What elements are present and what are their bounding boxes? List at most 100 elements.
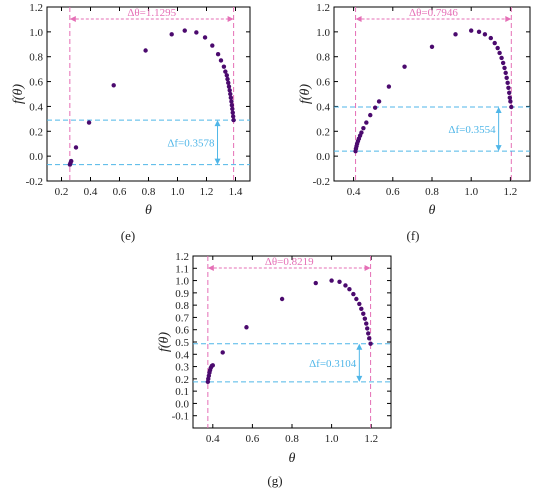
panel-g: 0.4 0.6 0.8 1.0 1.2-0.10.00.10.20.30.40.50.6… xyxy=(157,251,392,488)
y-tick-label: 0.6 xyxy=(175,325,189,337)
delta-theta-arrowhead-right xyxy=(364,265,371,271)
x-tick-label: 1.0 xyxy=(325,433,339,445)
data-point xyxy=(230,114,236,119)
y-tick-label: 0.2 xyxy=(316,126,330,138)
data-point xyxy=(402,64,407,69)
data-point xyxy=(508,99,513,104)
data-point xyxy=(229,99,234,104)
data-point xyxy=(313,280,318,286)
y-tick-label: 0.4 xyxy=(29,101,43,113)
x-tick-label: 0.4 xyxy=(84,186,98,198)
plot-frame xyxy=(46,6,251,182)
y-tick-label: -0.2 xyxy=(313,176,330,188)
data-point xyxy=(215,52,221,57)
y-tick-label: 0.5 xyxy=(175,337,189,349)
y-tick-label: 0.0 xyxy=(175,398,189,410)
data-point xyxy=(364,120,369,125)
y-tick-label: 0.2 xyxy=(29,126,43,138)
x-axis-title: θ xyxy=(429,203,436,218)
delta-theta-label: Δθ=0.7946 xyxy=(409,7,458,19)
data-point xyxy=(367,336,372,341)
data-point xyxy=(453,32,458,37)
data-point xyxy=(364,321,369,326)
data-point xyxy=(225,76,230,82)
x-tick-label: 0.6 xyxy=(113,186,127,198)
data-point xyxy=(359,306,364,312)
data-point xyxy=(229,102,235,108)
data-point xyxy=(194,30,199,35)
data-point xyxy=(372,105,378,110)
plot-frame xyxy=(333,6,531,182)
data-point xyxy=(221,64,227,69)
x-tick-label: 1.2 xyxy=(200,186,214,198)
y-tick-label: 0.7 xyxy=(175,312,189,324)
data-point xyxy=(226,80,231,86)
panel-label-e: (e) xyxy=(121,228,135,243)
data-point xyxy=(488,35,493,41)
delta-theta-label: Δθ=1.1295 xyxy=(127,7,176,19)
data-point xyxy=(365,326,370,331)
data-point xyxy=(469,28,474,33)
data-point xyxy=(502,65,507,71)
y-tick-label: 0.8 xyxy=(29,52,43,64)
data-point xyxy=(503,70,508,76)
data-point xyxy=(228,95,234,100)
data-point xyxy=(337,279,342,284)
data-point xyxy=(224,73,229,78)
data-point xyxy=(495,45,500,51)
data-point xyxy=(429,44,435,49)
y-tick-label: 1.0 xyxy=(29,27,43,39)
data-point xyxy=(368,341,373,346)
y-tick-label: 0.4 xyxy=(316,101,330,113)
data-point xyxy=(509,104,514,110)
x-tick-label: 0.6 xyxy=(246,433,260,445)
data-point xyxy=(329,278,334,283)
data-point xyxy=(351,291,356,297)
x-tick-label: 0.8 xyxy=(285,433,299,445)
data-point xyxy=(504,75,509,81)
x-tick-label: 1.4 xyxy=(229,186,243,198)
data-point xyxy=(500,60,506,66)
delta-f-arrowhead-top xyxy=(495,107,502,114)
data-point xyxy=(223,69,228,74)
x-axis-title: θ xyxy=(289,451,296,466)
y-tick-label: 1.2 xyxy=(316,2,330,14)
y-tick-label: 1.2 xyxy=(29,2,43,14)
y-tick-label: -0.2 xyxy=(26,176,43,188)
data-point xyxy=(111,83,116,88)
data-point xyxy=(507,95,513,100)
data-point xyxy=(244,325,249,330)
y-tick-label: 0.1 xyxy=(175,386,189,398)
panel-e: 0.2 0.4 0.6 0.8 1.0 1.2 1.4 -0.2 0.0 0.2 0.4 0.6 0.8… xyxy=(11,2,251,243)
delta-theta-label: Δθ=0.8219 xyxy=(265,256,314,268)
delta-theta-arrowhead-left xyxy=(207,265,214,271)
data-point xyxy=(228,91,233,97)
x-tick-label: 0.8 xyxy=(142,186,156,198)
data-point xyxy=(376,99,382,104)
data-point xyxy=(182,28,187,33)
data-point xyxy=(505,80,510,86)
y-tick-label: 1.0 xyxy=(175,276,189,288)
plot-f: 0.4 0.6 0.8 1.0 1.2 -0.2 0.0 0.2 0.4 0.6 0.8 1.0 1.2… xyxy=(298,2,531,218)
data-point xyxy=(361,311,366,316)
y-tick-label: 0.2 xyxy=(175,374,189,386)
plot-frame xyxy=(192,255,392,429)
delta-theta-arrowhead-right xyxy=(227,16,234,22)
data-point xyxy=(506,85,511,90)
y-tick-label: 0.6 xyxy=(29,77,43,89)
data-point xyxy=(354,296,359,302)
data-point xyxy=(386,84,392,89)
data-point xyxy=(230,110,235,115)
data-point xyxy=(343,283,348,288)
data-point xyxy=(226,84,232,89)
data-point xyxy=(230,106,235,112)
y-tick-label: 0.6 xyxy=(316,77,330,89)
data-point xyxy=(218,58,224,63)
x-tick-label: 0.6 xyxy=(386,186,400,198)
y-tick-label: 0.8 xyxy=(175,300,189,312)
panel-f: 0.4 0.6 0.8 1.0 1.2 -0.2 0.0 0.2 0.4 0.6 0.8 1.0 1.2… xyxy=(298,2,531,243)
data-point xyxy=(227,88,232,93)
x-tick-label: 0.2 xyxy=(55,186,69,198)
x-tick-label: 1.2 xyxy=(504,186,518,198)
